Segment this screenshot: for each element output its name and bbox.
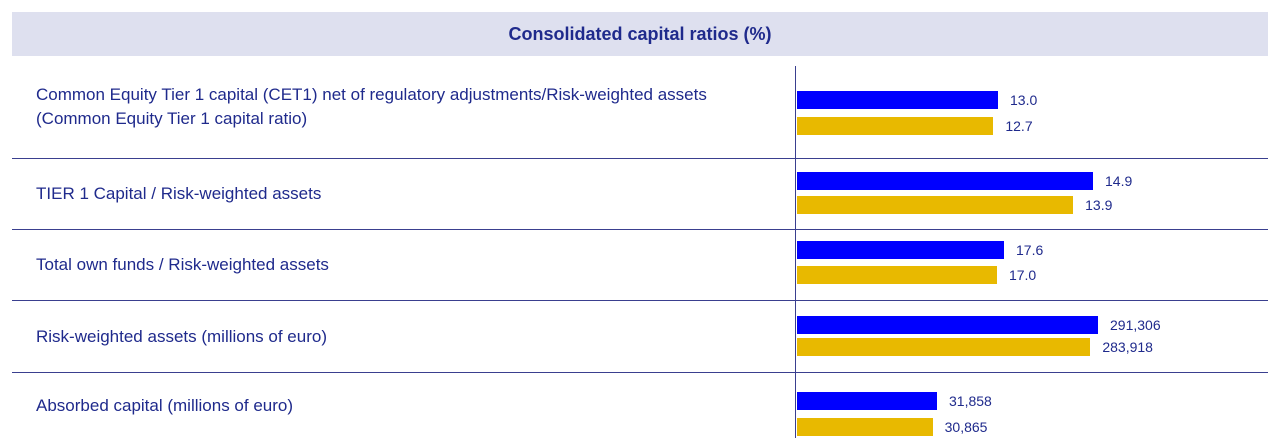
bar bbox=[797, 418, 933, 436]
category-label: Total own funds / Risk-weighted assets bbox=[36, 255, 329, 274]
value-label: 13.9 bbox=[1085, 197, 1113, 213]
header: Consolidated capital ratios (%) bbox=[12, 12, 1268, 56]
bar bbox=[797, 338, 1091, 356]
value-label: 31,858 bbox=[949, 393, 992, 409]
category-label: Risk-weighted assets (millions of euro) bbox=[36, 326, 327, 346]
row-label: Absorbed capital (millions of euro) bbox=[36, 373, 756, 438]
value-label: 30,865 bbox=[944, 419, 988, 435]
row-label: TIER 1 Capital / Risk-weighted assets bbox=[36, 159, 756, 229]
row-label: Risk-weighted assets (millions of euro) bbox=[36, 301, 756, 372]
category-label: Absorbed capital (millions of euro) bbox=[36, 395, 294, 415]
value-label: 17.0 bbox=[1008, 267, 1037, 283]
bar bbox=[797, 172, 1093, 190]
row-separator bbox=[12, 300, 1268, 301]
value-label: 283,918 bbox=[1102, 339, 1153, 355]
category-label: TIER 1 Capital / Risk-weighted assets bbox=[36, 184, 322, 203]
bar bbox=[797, 117, 994, 135]
bar bbox=[797, 266, 997, 284]
value-label: 291,306 bbox=[1110, 317, 1161, 333]
bar bbox=[797, 196, 1074, 214]
bar bbox=[797, 316, 1098, 334]
value-label: 14.9 bbox=[1105, 173, 1133, 189]
bar bbox=[797, 91, 998, 109]
row-label: Common Equity Tier 1 capital (CET1) net … bbox=[36, 56, 756, 158]
chart-title: Consolidated capital ratios (%) bbox=[508, 24, 772, 44]
bar bbox=[797, 241, 1004, 259]
row-separator bbox=[12, 229, 1268, 230]
axis-line bbox=[795, 66, 796, 438]
bar bbox=[797, 392, 937, 410]
row-label: Total own funds / Risk-weighted assets bbox=[36, 230, 756, 300]
row-separator bbox=[12, 158, 1268, 159]
value-label: 12.7 bbox=[1005, 118, 1033, 134]
value-label: 13.0 bbox=[1010, 92, 1038, 108]
value-label: 17.6 bbox=[1016, 242, 1044, 258]
category-label: Common Equity Tier 1 capital (CET1) net … bbox=[36, 85, 707, 128]
row-separator bbox=[12, 372, 1268, 373]
